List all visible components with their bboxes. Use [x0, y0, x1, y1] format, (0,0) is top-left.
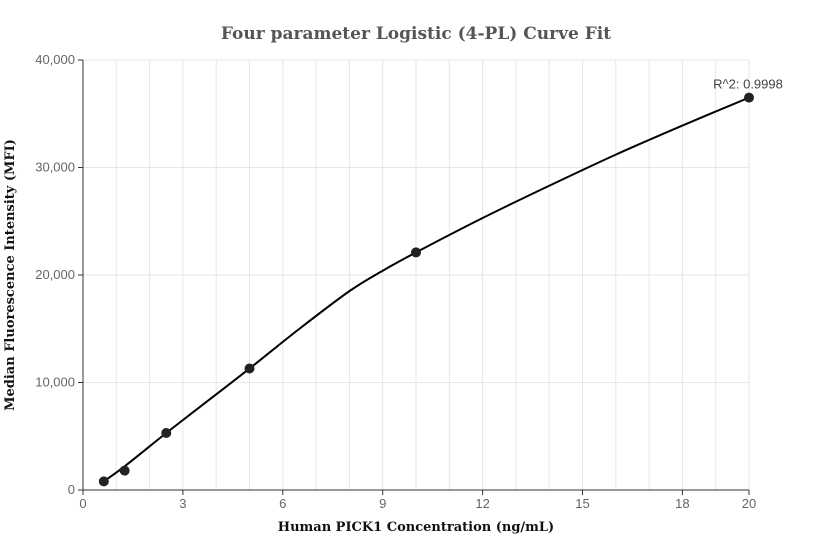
- x-tick-label: 6: [279, 496, 286, 511]
- r-squared-annotation: R^2: 0.9998: [713, 77, 783, 92]
- fit-curve-layer: [103, 96, 750, 483]
- tick-labels: 0 10,000 20,000 30,000 40,000 0 3 6 9 12 15 18 20: [35, 52, 756, 511]
- data-point: [744, 92, 754, 103]
- x-tick-label: 0: [79, 496, 86, 511]
- data-point: [244, 363, 255, 374]
- x-tick-label: 9: [379, 496, 386, 511]
- y-tick-label: 10,000: [35, 375, 75, 390]
- data-point: [161, 428, 172, 439]
- x-tick-label: 12: [475, 496, 489, 511]
- data-point: [119, 465, 130, 476]
- data-point: [411, 247, 421, 258]
- y-tick-label: 0: [68, 482, 75, 497]
- grid: [82, 59, 750, 491]
- x-tick-label: 15: [575, 496, 589, 511]
- x-tick-label: 18: [675, 496, 689, 511]
- x-tick-label: 20: [742, 496, 756, 511]
- data-point: [98, 476, 109, 487]
- y-tick-label: 40,000: [35, 52, 75, 67]
- x-tick-label: 3: [179, 496, 186, 511]
- fit-curve: [103, 96, 750, 483]
- y-axis-label: Median Fluorescence Intensity (MFI): [3, 139, 18, 411]
- y-tick-label: 20,000: [35, 267, 75, 282]
- axes: [78, 59, 750, 495]
- data-points: [98, 92, 754, 487]
- y-tick-label: 30,000: [35, 160, 75, 175]
- chart-title: Four parameter Logistic (4-PL) Curve Fit: [221, 24, 611, 44]
- x-axis-label: Human PICK1 Concentration (ng/mL): [278, 520, 554, 535]
